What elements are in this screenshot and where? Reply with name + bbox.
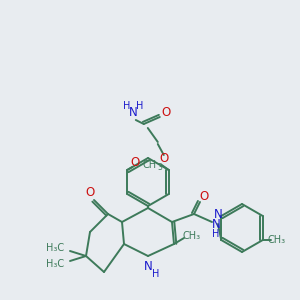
Text: N: N: [144, 260, 152, 272]
Text: H₃C: H₃C: [46, 243, 64, 253]
Text: N: N: [212, 218, 220, 230]
Text: CH₃: CH₃: [268, 235, 286, 245]
Text: CH₃: CH₃: [183, 231, 201, 241]
Text: O: O: [130, 155, 140, 169]
Text: H: H: [123, 101, 130, 111]
Text: H: H: [152, 269, 160, 279]
Text: N: N: [128, 106, 137, 118]
Text: N: N: [214, 208, 223, 221]
Text: H: H: [212, 229, 220, 239]
Text: O: O: [200, 190, 208, 202]
Text: O: O: [85, 185, 94, 199]
Text: 3: 3: [158, 164, 163, 172]
Text: H₃C: H₃C: [46, 259, 64, 269]
Text: O: O: [161, 106, 170, 118]
Text: O: O: [159, 152, 168, 164]
Text: CH: CH: [142, 160, 156, 170]
Text: H: H: [136, 101, 143, 111]
